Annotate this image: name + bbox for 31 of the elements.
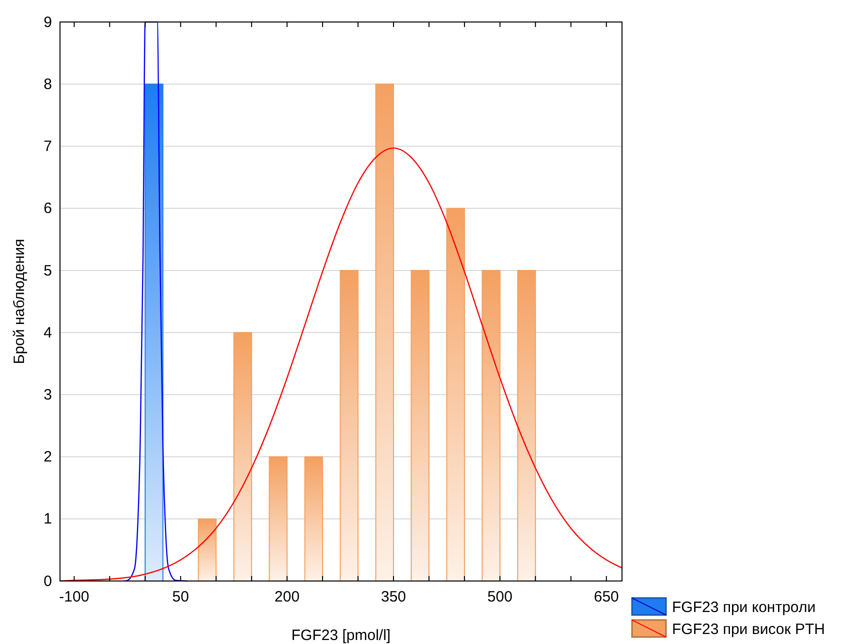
bar [340, 270, 359, 582]
y-tick-label: 0 [44, 572, 52, 590]
bar [198, 518, 217, 582]
bar [517, 270, 536, 582]
bar [410, 270, 430, 582]
y-tick-label: 3 [44, 386, 52, 404]
y-tick-label: 5 [44, 262, 52, 280]
y-tick-label: 1 [44, 510, 52, 528]
bar [144, 84, 164, 582]
y-tick-label: 6 [44, 200, 52, 218]
x-tick-label: -100 [59, 588, 90, 606]
x-tick-label: 500 [487, 588, 512, 606]
y-tick-label: 8 [44, 76, 52, 93]
x-tick-label: 650 [594, 588, 619, 606]
legend-label: FGF23 при контроли [672, 599, 816, 616]
bar [375, 84, 394, 582]
bar [268, 456, 288, 582]
y-tick-label: 2 [44, 448, 52, 466]
y-tick-label: 7 [44, 138, 52, 156]
y-tick-label: 9 [44, 14, 52, 31]
bar [233, 332, 252, 582]
x-tick-label: 350 [380, 588, 406, 606]
x-tick-label: 50 [172, 588, 189, 606]
bar [482, 270, 500, 582]
x-tick-label: 200 [274, 588, 300, 606]
bar [446, 208, 465, 582]
x-axis-title: FGF23 [pmol/l] [291, 627, 391, 644]
legend-label: FGF23 при висок PTH [672, 621, 825, 638]
y-tick-label: 4 [44, 324, 52, 342]
y-axis-title: Брой наблюдения [11, 238, 28, 364]
bar [304, 456, 324, 582]
